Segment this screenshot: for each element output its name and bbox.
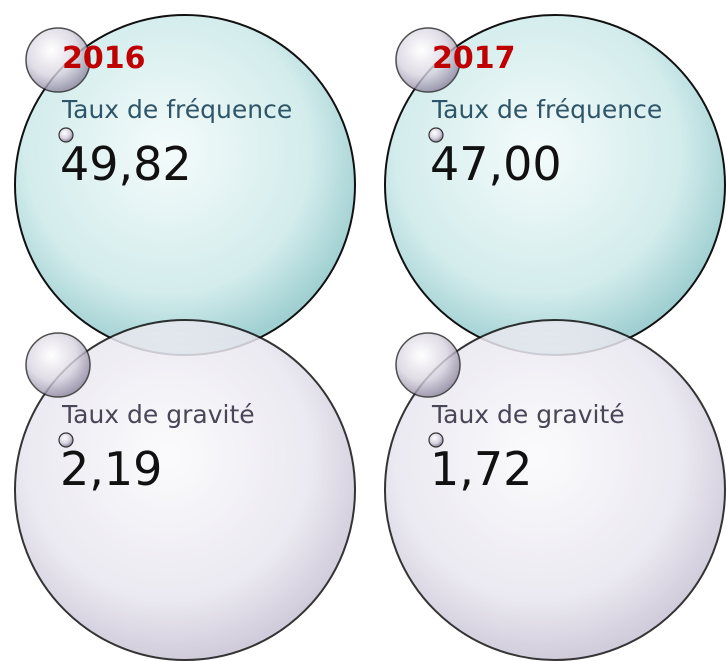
dot xyxy=(58,432,74,448)
metric-label: Taux de gravité xyxy=(431,400,625,429)
metric-label: Taux de fréquence xyxy=(431,95,662,124)
small-bubble xyxy=(25,332,91,398)
small-bubble xyxy=(395,332,461,398)
metric-value: 49,82 xyxy=(60,137,192,191)
bubble xyxy=(384,319,726,661)
metric-value: 1,72 xyxy=(430,442,532,496)
metric-value: 47,00 xyxy=(430,137,562,191)
bubble xyxy=(14,319,356,661)
dot xyxy=(58,127,74,143)
metric-label: Taux de fréquence xyxy=(61,95,292,124)
dot xyxy=(428,127,444,143)
small-bubble xyxy=(25,27,91,93)
dot xyxy=(428,432,444,448)
year: 2017 xyxy=(432,41,516,76)
metric-label: Taux de gravité xyxy=(61,400,255,429)
small-bubble xyxy=(395,27,461,93)
year: 2016 xyxy=(62,41,146,76)
metric-value: 2,19 xyxy=(60,442,162,496)
